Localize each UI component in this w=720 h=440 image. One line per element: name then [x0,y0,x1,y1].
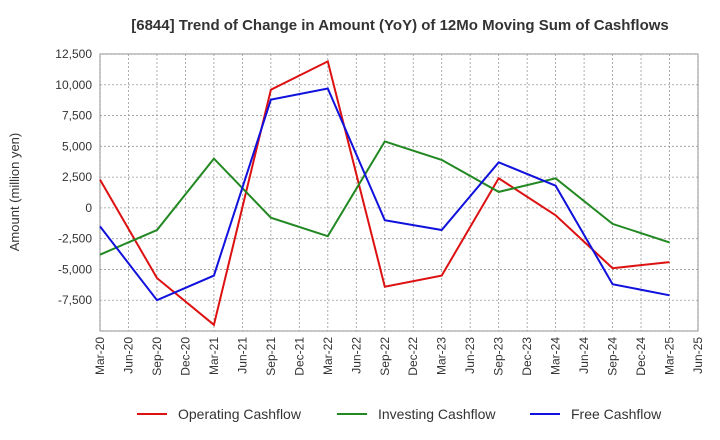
plot-area [99,53,699,332]
x-tick-label: Jun-22 [349,337,363,374]
legend-label-investing-cashflow: Investing Cashflow [378,406,496,422]
x-tick-label: Sep-24 [606,337,620,376]
y-tick-label: -7,500 [58,293,92,307]
x-tick-label: Sep-21 [264,337,278,376]
x-tick-label: Dec-20 [178,337,192,376]
series-line-free-cashflow [99,87,670,302]
series-line-operating-cashflow [99,59,670,327]
x-tick-label: Dec-21 [292,337,306,376]
series-lines [99,59,670,327]
legend-label-free-cashflow: Free Cashflow [571,406,662,422]
x-tick-label: Sep-23 [492,337,506,376]
x-tick-label: Mar-23 [435,337,449,375]
y-tick-label: 10,000 [55,78,92,92]
y-tick-label: -5,000 [58,262,92,276]
legend-label-operating-cashflow: Operating Cashflow [178,406,302,422]
x-tick-label: Mar-25 [663,337,677,375]
x-tick-label: Dec-22 [406,337,420,376]
series-line-investing-cashflow [99,140,670,256]
y-tick-label: 0 [85,201,92,215]
y-tick-label: 2,500 [62,170,92,184]
y-axis-label: Amount (million yen) [7,133,22,252]
x-axis-ticks: Mar-20 Jun-20 Sep-20 Dec-20 Mar-21 Jun-21 Sep-… [93,337,705,376]
x-tick-label: Jun-25 [691,337,705,374]
y-tick-label: -2,500 [58,232,92,246]
x-tick-label: Jun-23 [463,337,477,374]
chart-title: [6844] Trend of Change in Amount (YoY) o… [131,17,669,34]
x-tick-label: Dec-23 [520,337,534,376]
x-tick-label: Mar-22 [321,337,335,375]
x-tick-label: Jun-21 [235,337,249,374]
y-tick-label: 7,500 [62,109,92,123]
legend: Operating Cashflow Investing Cashflow Free… [137,406,662,422]
x-tick-label: Jun-24 [577,337,591,374]
x-tick-label: Mar-20 [93,337,107,375]
y-axis-ticks: 12,500 10,000 7,500 5,000 2,500 0 -2,500 -5,000… [55,47,92,307]
y-tick-label: 12,500 [55,47,92,61]
x-tick-label: Mar-21 [207,337,221,375]
x-tick-label: Sep-20 [150,337,164,376]
x-tick-label: Jun-20 [121,337,135,374]
x-tick-label: Sep-22 [378,337,392,376]
x-tick-label: Dec-24 [634,337,648,376]
y-tick-label: 5,000 [62,139,92,153]
x-tick-label: Mar-24 [549,337,563,375]
